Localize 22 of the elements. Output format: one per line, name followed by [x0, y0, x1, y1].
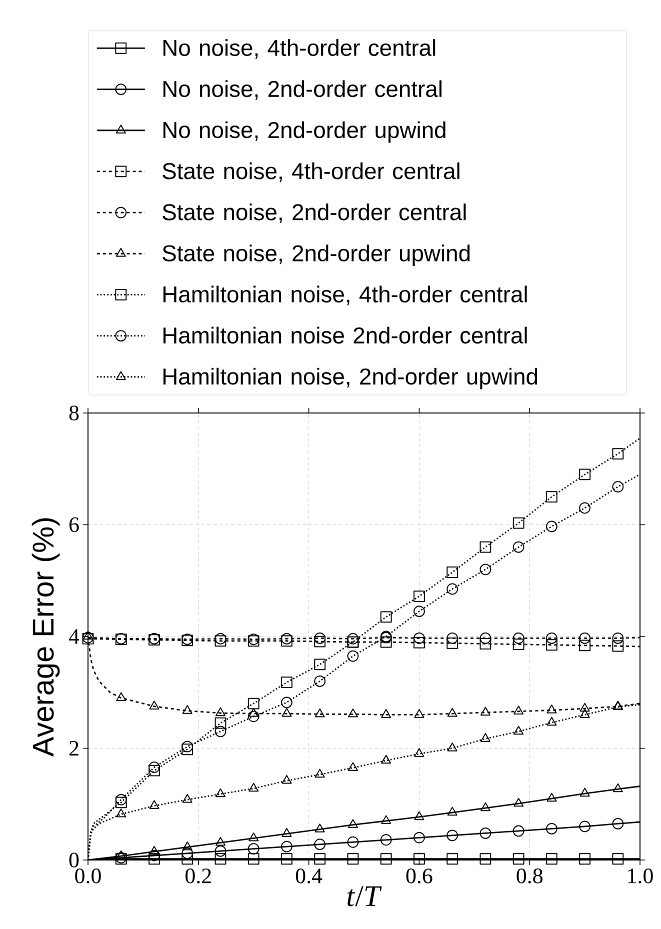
y-tick-label: 2 [69, 740, 78, 756]
legend-label: State noise, 4th-order central [162, 162, 460, 182]
x-tick-label: 1.0 [628, 868, 653, 884]
legend-label: No noise, 4th-order central [163, 39, 436, 59]
legend-label: State noise, 2nd-order upwind [162, 244, 470, 266]
legend-label: No noise, 2nd-order upwind [163, 121, 446, 143]
legend-label: State noise, 2nd-order central [162, 203, 466, 224]
x-tick-label: 0.6 [406, 868, 432, 884]
legend-label: Hamiltonian noise 2nd-order central [163, 326, 527, 344]
legend-label: No noise, 2nd-order central [163, 80, 442, 100]
y-tick-label: 8 [69, 406, 79, 420]
legend-label: Hamiltonian noise, 4th-order central [163, 286, 527, 306]
x-tick-label: 0.0 [75, 868, 101, 884]
x-tick-label: 0.4 [296, 868, 322, 884]
x-axis-title: t/T [348, 886, 382, 906]
x-tick-label: 0.8 [516, 868, 542, 884]
y-tick-label: 4 [68, 629, 80, 644]
x-tick-label: 0.2 [186, 868, 211, 884]
y-tick-label: 0 [69, 852, 79, 868]
y-axis-title: Average Error (%) [32, 518, 60, 757]
y-tick-label: 6 [69, 517, 79, 532]
legend-label: Hamiltonian noise, 2nd-order upwind [163, 368, 538, 390]
